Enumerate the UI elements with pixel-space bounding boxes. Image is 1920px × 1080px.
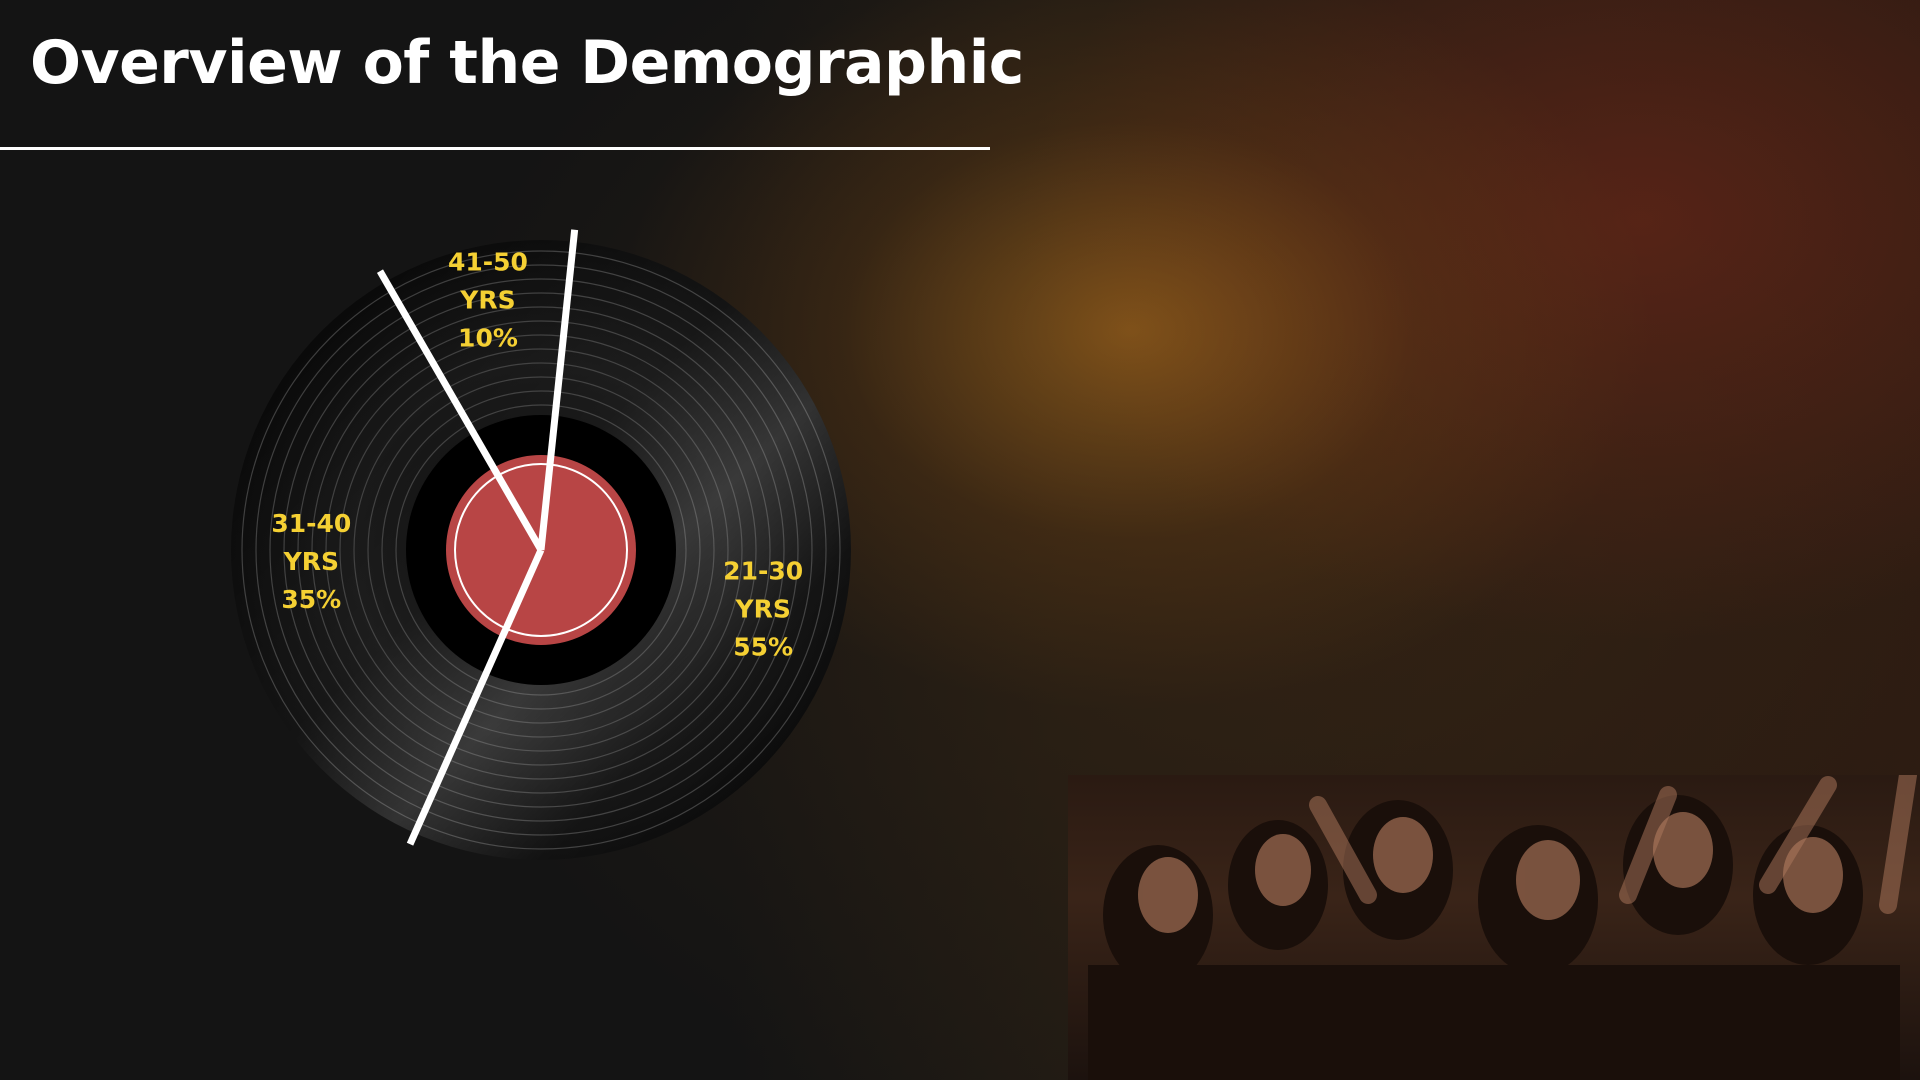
concert-crowd-photo xyxy=(1068,775,1920,1080)
slice-divider-1 xyxy=(537,229,579,551)
slice-label-31-40-line-0: 31-40 xyxy=(271,509,351,538)
slice-label-41-50-line-2: 10% xyxy=(458,324,518,353)
slice-labels: 41-50 YRS 10% 21-30 YRS 55% 31-40 YRS 35% xyxy=(271,248,803,662)
slice-label-21-30-line-1: YRS xyxy=(734,595,790,624)
slice-label-41-50-line-0: 41-50 xyxy=(448,248,528,277)
slice-label-31-40-line-2: 35% xyxy=(281,585,341,614)
slice-divider-2 xyxy=(406,548,545,846)
page-title: Overview of the Demographic xyxy=(30,28,1024,98)
slice-divider-0 xyxy=(376,269,545,552)
slice-label-41-50-line-1: YRS xyxy=(459,286,515,315)
title-divider xyxy=(0,147,990,150)
slice-label-21-30-line-0: 21-30 xyxy=(723,557,803,586)
crowd-silhouette-icon xyxy=(1088,775,1917,1080)
slice-dividers xyxy=(376,229,579,846)
record-center-label-ring xyxy=(454,463,628,637)
slice-label-21-30-line-2: 55% xyxy=(733,633,793,662)
slice-label-31-40-line-1: YRS xyxy=(283,547,339,576)
